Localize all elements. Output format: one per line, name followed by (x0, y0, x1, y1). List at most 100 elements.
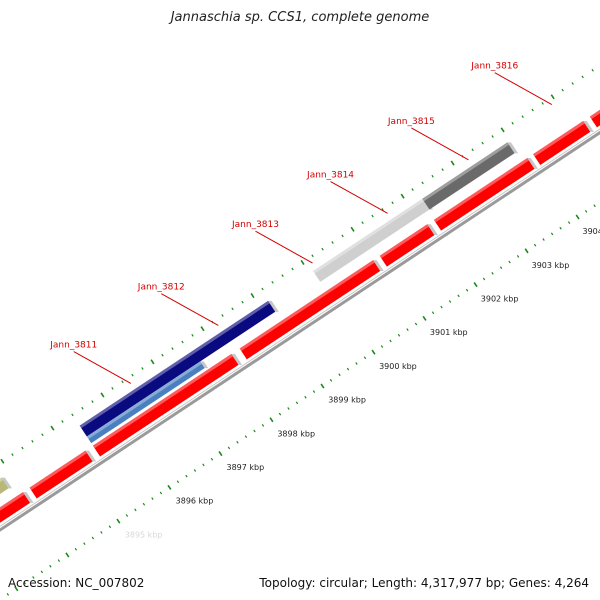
outer-tick-row-tick (371, 214, 374, 218)
inner-tick-row-tick (287, 407, 290, 410)
kbp-label: 3903 kbp (532, 261, 570, 270)
inner-tick-row-tick (202, 463, 205, 467)
gene-leader-line (330, 181, 388, 214)
outer-tick-row-tick (291, 267, 294, 271)
outer-tick-row-tick (311, 254, 314, 258)
inner-tick-row-tick (559, 226, 562, 230)
outer-tick-row-tick (281, 274, 284, 278)
inner-tick-row-tick (448, 300, 452, 303)
gene-block-jann3815-edge (507, 142, 519, 154)
outer-tick-row-tick (0, 458, 5, 464)
outer-tick-row-tick (491, 135, 494, 138)
backbone-highlight (0, 128, 600, 528)
gene-block-jann3815 (422, 142, 519, 210)
outer-tick-row-tick (581, 75, 584, 79)
inner-tick-row-tick (363, 356, 367, 360)
inner-tick-row-tick (167, 484, 172, 490)
inner-tick-row-tick (244, 435, 248, 439)
inner-tick-row-tick (100, 531, 103, 534)
outer-tick-row-tick (541, 102, 544, 105)
outer-tick-row-tick (150, 359, 155, 365)
inner-tick-row-tick (465, 288, 469, 292)
kbp-label: 3898 kbp (277, 429, 315, 438)
outer-tick-row-tick (571, 82, 574, 85)
outer-tick-row-tick (500, 127, 505, 133)
gene-leader-line (161, 293, 219, 326)
gene-label-jann-3812: Jann_3812 (137, 283, 185, 293)
outer-tick-row-tick (550, 94, 555, 100)
outer-tick-row-tick (561, 88, 564, 92)
inner-tick-row-tick (406, 328, 409, 332)
inner-tick-row-tick (176, 480, 180, 484)
gene-block-jann3811-jann3812 (79, 300, 279, 437)
gene-block-jann3811-jann3812-body (79, 300, 276, 437)
outer-tick-row-tick (71, 413, 74, 417)
inner-tick-row-tick (269, 417, 274, 423)
inner-tick-row-tick (389, 339, 392, 343)
inner-tick-row-tick (457, 294, 460, 298)
kbp-label: 3899 kbp (328, 396, 366, 405)
gene-label-jann-3811: Jann_3811 (49, 341, 97, 351)
cds-segment-5-shine (379, 224, 429, 259)
kbp-label: 3895 kbp (125, 530, 163, 539)
outer-tick-row-tick (241, 300, 244, 304)
cds-segment-3-body (92, 354, 239, 457)
inner-tick-row-tick (346, 367, 350, 371)
inner-tick-row-tick (329, 378, 333, 382)
cds-segment-4-edge (373, 260, 384, 271)
outer-tick-row-tick (341, 234, 344, 238)
outer-tick-row-tick (161, 353, 164, 357)
gene-label-jann-3816: Jann_3816 (470, 62, 518, 72)
inner-tick-row-tick (185, 474, 188, 478)
outer-tick-row-tick (231, 307, 234, 311)
cds-segment-8 (589, 109, 600, 128)
inner-tick-row-tick (6, 592, 10, 596)
gene-block-jann3815-body (422, 142, 515, 210)
cds-segment-7-edge (583, 120, 594, 132)
gene-block-jann3811-lower-shine (86, 361, 202, 440)
inner-tick-row-tick (134, 508, 137, 512)
topology-text: Topology: circular; Length: 4,317,977 bp… (259, 576, 589, 590)
gene-label-jann-3813: Jann_3813 (231, 220, 279, 230)
cds-segment-2-shine (29, 450, 88, 491)
outer-tick-row-tick (50, 425, 55, 431)
cds-segment-2-edge (85, 450, 97, 462)
outer-tick-row-tick (450, 160, 455, 166)
inner-tick-row-tick (542, 238, 545, 241)
kbp-label: 3896 kbp (176, 497, 214, 506)
outer-tick-row-tick (131, 373, 134, 377)
inner-tick-row-tick (567, 221, 571, 225)
outer-tick-row-tick (31, 439, 34, 443)
outer-tick-row-tick (531, 108, 534, 112)
outer-tick-row-tick (171, 347, 174, 350)
cds-segment-1-shine (0, 492, 25, 511)
gene-block-jann3811-jann3812-shine (79, 300, 270, 429)
inner-tick-row-tick (575, 214, 580, 220)
inner-tick-row-tick (508, 260, 511, 264)
inner-tick-row-tick (57, 559, 61, 562)
inner-tick-row-tick (218, 451, 223, 457)
inner-tick-row-tick (91, 536, 95, 540)
outer-tick-row-tick (100, 392, 105, 398)
gene-leader-line (73, 351, 132, 384)
cds-segment-5 (379, 224, 438, 267)
gene-block-jann3813-jann3814-shine (313, 198, 424, 274)
gene-label-jann-3814: Jann_3814 (306, 171, 354, 181)
inner-tick-row-tick (253, 429, 256, 433)
cds-segment-6 (433, 157, 539, 231)
kbp-label: 3901 kbp (430, 328, 468, 337)
cds-segment-7-body (533, 120, 591, 165)
outer-tick-row-tick (81, 406, 84, 410)
kbp-label: 3904 kbp (582, 227, 600, 236)
outer-tick-row-tick (200, 326, 205, 332)
gene-leader-line (255, 230, 313, 264)
cds-segment-4 (239, 260, 384, 360)
outer-tick-row-tick (300, 259, 305, 265)
outer-tick-row-tick (141, 367, 144, 370)
backbone-line (0, 130, 600, 532)
cds-segment-7 (533, 120, 594, 165)
cds-segment-3-shine (92, 354, 233, 449)
inner-tick-row-tick (550, 232, 554, 236)
